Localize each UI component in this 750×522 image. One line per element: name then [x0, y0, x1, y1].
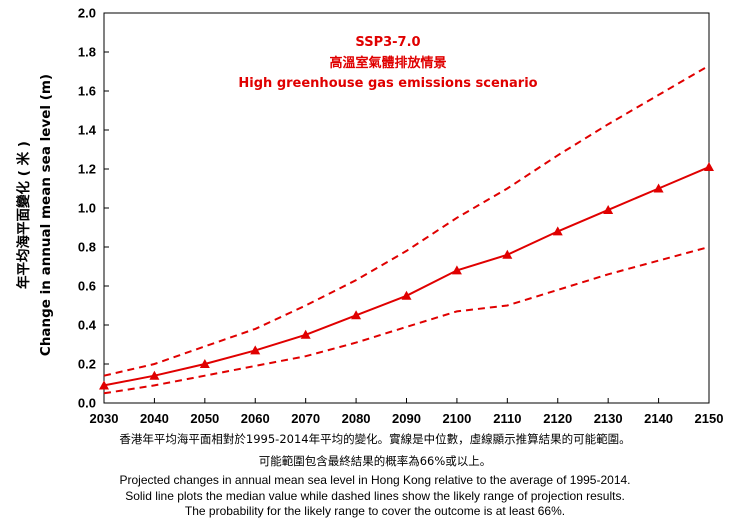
x-tick-label: 2060 [241, 411, 270, 426]
x-tick-label: 2110 [493, 411, 521, 426]
x-tick-label: 2130 [594, 411, 623, 426]
caption-zh-line-2: 可能範圍包含最終結果的概率為66%或以上。 [258, 454, 492, 468]
median-point [351, 310, 362, 320]
y-tick-label: 1.4 [78, 123, 97, 138]
median-line [103, 166, 710, 387]
median-point [502, 249, 513, 259]
x-tick-label: 2150 [695, 411, 724, 426]
chart-title-line-1: SSP3-7.0 [355, 35, 420, 50]
median-point [199, 359, 210, 368]
median-point [451, 265, 462, 275]
caption-en-line-1: Projected changes in annual mean sea lev… [119, 473, 631, 487]
x-tick-label: 2080 [342, 411, 371, 426]
axes: 0.0 0.2 0.4 0.6 0.8 1.0 1.2 1.4 1.6 1.8 2.0 2030 204… [78, 6, 724, 427]
median-point [603, 204, 614, 214]
median-point [704, 162, 714, 172]
chart-title-line-2: 高溫室氣體排放情景 [329, 55, 446, 71]
x-tick-label: 2090 [392, 411, 421, 426]
plot-frame [103, 12, 710, 404]
y-tick-label: 1.8 [78, 45, 96, 60]
median-point [653, 183, 664, 193]
y-tick-label: 0.8 [78, 240, 96, 255]
x-tick-label: 2120 [543, 411, 572, 426]
y-axis-label-en: Change in annual mean sea level (m) [38, 74, 54, 356]
y-tick-label: 1.6 [78, 84, 96, 99]
y-tick-label: 0.2 [78, 357, 96, 372]
lower-range-line [103, 246, 710, 395]
x-tick-label: 2030 [90, 411, 119, 426]
x-tick-label: 2100 [442, 411, 471, 426]
x-tick-label: 2040 [140, 411, 169, 426]
y-tick-label: 0.4 [78, 318, 97, 333]
caption-zh-line-1: 香港年平均海平面相對於1995-2014年平均的變化。實線是中位數，虛線顯示推算… [119, 432, 631, 446]
sea-level-chart: 0.0 0.2 0.4 0.6 0.8 1.0 1.2 1.4 1.6 1.8 2.0 2030 204… [15, 6, 724, 427]
chart-title: SSP3-7.0 高溫室氣體排放情景 High greenhouse gas e… [238, 35, 537, 91]
x-tick-label: 2070 [291, 411, 320, 426]
x-tick-label: 2140 [644, 411, 673, 426]
upper-range-line [103, 64, 710, 377]
series-layer [99, 64, 714, 395]
median-point [149, 370, 160, 380]
chart-title-line-3: High greenhouse gas emissions scenario [238, 76, 537, 91]
y-axis-label-zh: 年平均海平面變化 ( 米 ) [15, 141, 32, 289]
median-point [250, 345, 261, 355]
y-tick-label: 2.0 [78, 6, 96, 21]
median-point [99, 380, 109, 390]
y-tick-label: 1.2 [78, 162, 96, 177]
median-point [552, 226, 563, 236]
y-tick-label: 0.0 [78, 396, 96, 411]
y-tick-label: 1.0 [78, 201, 96, 216]
median-point [300, 329, 311, 339]
y-tick-label: 0.6 [78, 279, 96, 294]
caption-en-line-3: The probability for the likely range to … [184, 504, 566, 518]
x-tick-label: 2050 [190, 411, 219, 426]
caption-en-line-2: Solid line plots the median value while … [125, 489, 625, 503]
y-axis-label: 年平均海平面變化 ( 米 ) Change in annual mean sea… [15, 74, 54, 356]
median-point [401, 290, 412, 300]
